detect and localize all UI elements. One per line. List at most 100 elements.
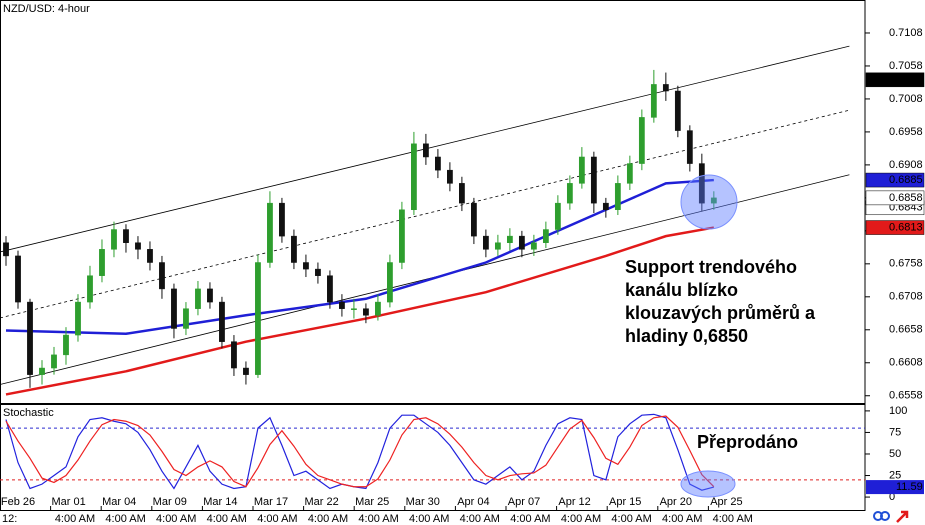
candle-body: [399, 209, 405, 263]
x-date-label: Apr 04: [457, 496, 489, 508]
candle-body: [662, 84, 669, 92]
stoch-y-tick-label: 100: [889, 405, 907, 417]
candle-body: [15, 255, 21, 303]
candle-body: [123, 229, 129, 243]
price-tag: [865, 72, 925, 88]
candle-body: [518, 235, 525, 250]
y-tick-label: 0.6958: [889, 126, 923, 138]
stoch-annotation: Přeprodáno: [697, 432, 798, 452]
x-date-label: Apr 20: [660, 496, 692, 508]
annotation: Support trendového: [625, 257, 797, 277]
candle-body: [3, 242, 9, 257]
x-time-label: 4:00 AM: [662, 513, 702, 525]
candle-body: [75, 301, 81, 336]
candle-body: [387, 262, 393, 303]
candle-body: [39, 367, 45, 375]
x-date-label: Apr 15: [609, 496, 641, 508]
x-time-label: 4:00 AM: [105, 513, 145, 525]
candle-body: [411, 143, 417, 210]
x-time-label: 12:: [2, 513, 17, 525]
candle-body: [51, 354, 57, 369]
candle-body: [171, 288, 177, 329]
highlight-circle: [680, 174, 738, 230]
x-time-label: 4:00 AM: [510, 513, 550, 525]
candle-body: [135, 242, 141, 250]
candle-body: [578, 156, 585, 184]
candle-body: [686, 130, 693, 164]
toolbar-icons: [873, 510, 909, 523]
price-tag: [865, 172, 925, 188]
x-time-label: 4:00 AM: [257, 513, 297, 525]
candle-body: [207, 288, 213, 303]
candle-body: [363, 308, 369, 316]
candle-body: [459, 183, 465, 204]
candle-body: [650, 84, 657, 118]
candle-body: [87, 275, 93, 303]
candle-body: [435, 156, 441, 171]
y-tick-label: 0.6608: [889, 357, 923, 369]
highlight-ellipse: [680, 470, 736, 498]
candle-body: [423, 143, 429, 158]
candle-body: [279, 202, 285, 237]
candle-body: [482, 235, 489, 250]
candle-body: [255, 262, 261, 375]
title-bg: [1, 1, 93, 17]
candle-body: [471, 202, 477, 237]
x-time-label: 4:00 AM: [561, 513, 601, 525]
y-tick-label: 0.7008: [889, 93, 923, 105]
candle-body: [614, 183, 621, 210]
stoch-y-tick-label: 75: [889, 426, 901, 438]
moving-average: [5, 226, 715, 396]
price-tag-label: 0.6858: [889, 192, 923, 204]
x-date-label: Mar 04: [102, 496, 136, 508]
candle-body: [590, 156, 597, 204]
x-date-label: Apr 07: [508, 496, 540, 508]
candle-body: [291, 235, 297, 263]
price-panel: [0, 0, 866, 404]
candle-body: [315, 268, 321, 276]
y-tick-label: 0.6708: [889, 291, 923, 303]
candle-body: [231, 341, 237, 369]
annotation: kanálu blízko: [625, 280, 738, 300]
plot-layer: 0.7108 0.7058 0.7008 0.6958 0.6908 0.6858 0.68…: [0, 27, 925, 525]
x-date-label: Apr 12: [558, 496, 590, 508]
candle-body: [195, 288, 201, 309]
price-tag-label: 0.7037: [889, 74, 923, 86]
x-date-label: Mar 17: [254, 496, 288, 508]
candle-body: [447, 169, 453, 184]
moving-average: [5, 178, 714, 335]
trend-line: [0, 109, 850, 319]
candle-body: [710, 197, 717, 204]
arrow-icon[interactable]: [896, 510, 909, 523]
x-date-label: Mar 14: [203, 496, 237, 508]
candle-body: [626, 163, 633, 184]
x-date-label: Feb 26: [1, 496, 35, 508]
candle-body: [219, 301, 225, 342]
stochastic-title: Stochastic: [3, 407, 54, 419]
candle-body: [243, 367, 249, 375]
x-date-label: Mar 25: [355, 496, 389, 508]
x-time-label: 4:00 AM: [207, 513, 247, 525]
candle-body: [111, 229, 117, 250]
candle-body: [554, 202, 561, 230]
candle-body: [303, 262, 309, 270]
y-tick-label: 0.6758: [889, 258, 923, 270]
x-time-label: 4:00 AM: [308, 513, 348, 525]
stoch-y-tick-label: 0: [889, 491, 895, 503]
price-tag: [865, 220, 925, 235]
link-icon-part: [880, 511, 890, 521]
candle-body: [147, 249, 153, 263]
x-date-label: Mar 01: [51, 496, 85, 508]
stoch-y-tick-label: 25: [889, 469, 901, 481]
candle-body: [339, 301, 345, 309]
y-tick-label: 0.6558: [889, 390, 923, 402]
candle-body: [327, 275, 333, 303]
y-tick-label: 0.6658: [889, 324, 923, 336]
x-time-label: 4:00 AM: [611, 513, 651, 525]
price-tag-label: 0.6813: [889, 221, 923, 233]
annotation: klouzavých průměrů a: [625, 303, 816, 323]
x-time-label: 4:00 AM: [156, 513, 196, 525]
candle-body: [530, 242, 537, 250]
x-time-label: 4:00 AM: [460, 513, 500, 525]
